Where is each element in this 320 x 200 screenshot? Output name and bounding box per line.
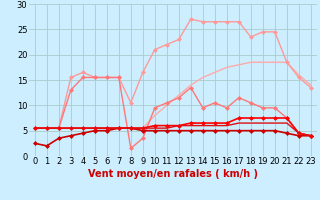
X-axis label: Vent moyen/en rafales ( km/h ): Vent moyen/en rafales ( km/h ) — [88, 169, 258, 179]
